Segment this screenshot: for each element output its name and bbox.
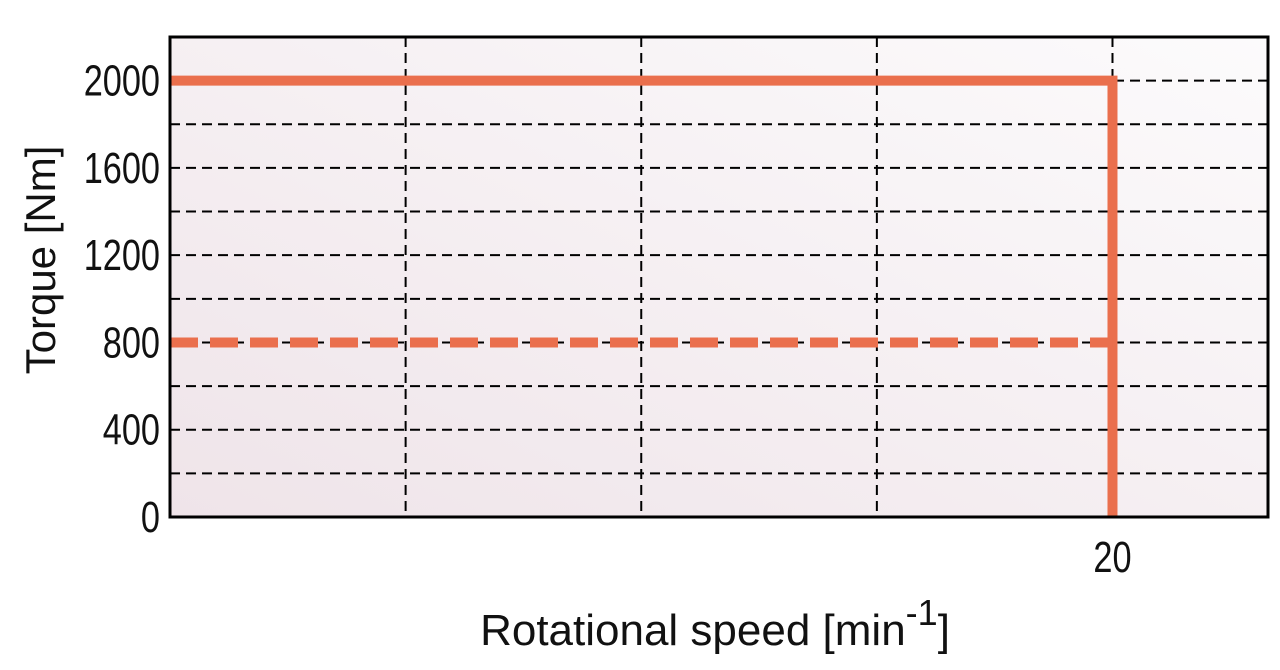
y-tick-label: 400 bbox=[103, 406, 160, 455]
x-axis-label: Rotational speed [min-1] bbox=[480, 592, 950, 655]
plot-layer bbox=[170, 37, 1268, 517]
y-axis-label: Torque [Nm] bbox=[17, 146, 64, 375]
y-tick-label: 800 bbox=[103, 318, 160, 367]
y-tick-label: 0 bbox=[141, 493, 160, 542]
plot-frame bbox=[168, 35, 1270, 519]
x-axis-label-sup: -1 bbox=[906, 592, 938, 633]
x-axis-label-text: Rotational speed [min bbox=[480, 606, 906, 655]
x-axis-label-end: ] bbox=[938, 606, 950, 655]
y-tick-label: 1200 bbox=[84, 231, 160, 280]
x-tick-label: 20 bbox=[1093, 533, 1131, 582]
plot-background bbox=[170, 37, 1268, 517]
line bbox=[170, 75, 1118, 517]
y-tick-label: 2000 bbox=[84, 57, 160, 106]
y-tick-label: 1600 bbox=[84, 144, 160, 193]
